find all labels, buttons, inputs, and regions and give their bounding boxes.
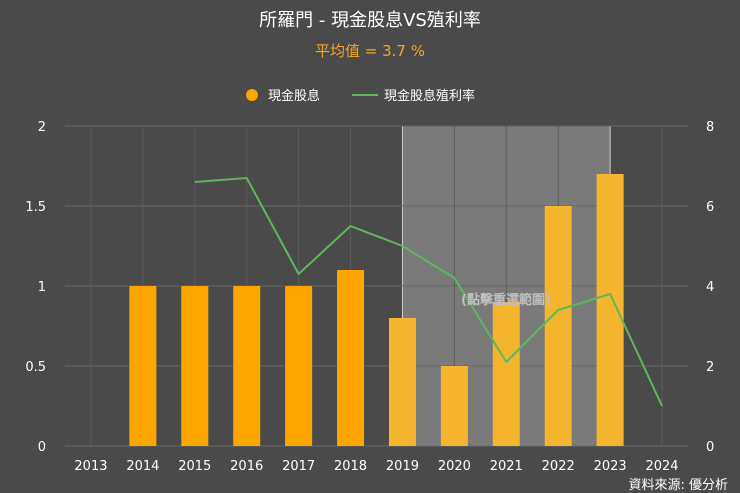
- dividend-bar: [492, 302, 520, 446]
- x-tick-label: 2023: [594, 459, 627, 474]
- x-tick-label: 2020: [438, 459, 471, 474]
- y-right-tick-label: 2: [706, 360, 714, 375]
- dividend-bar: [388, 318, 416, 446]
- legend-item-yield[interactable]: 現金股息殖利率: [352, 88, 475, 104]
- x-tick-label: 2024: [645, 459, 678, 474]
- dividend-bar: [596, 174, 624, 446]
- legend-dividend-marker: [246, 89, 258, 101]
- dividend-bar: [440, 366, 468, 446]
- legend-yield-label: 現金股息殖利率: [384, 88, 475, 104]
- legend-dividend-label: 現金股息: [268, 88, 320, 104]
- dividend-bar: [544, 206, 572, 446]
- y-left-tick-label: 0.5: [25, 360, 46, 375]
- y-right-tick-label: 0: [706, 440, 714, 455]
- x-tick-label: 2021: [490, 459, 523, 474]
- x-tick-label: 2013: [74, 459, 107, 474]
- dividend-bar: [285, 286, 313, 446]
- x-tick-label: 2016: [230, 459, 263, 474]
- x-tick-label: 2017: [282, 459, 315, 474]
- legend: 現金股息 現金股息殖利率: [246, 88, 475, 104]
- x-tick-label: 2015: [178, 459, 211, 474]
- dividend-bar: [233, 286, 261, 446]
- y-right-tick-label: 6: [706, 200, 714, 215]
- highlight-range-label[interactable]: (點擊重選範圍): [461, 292, 551, 308]
- x-tick-label: 2014: [126, 459, 159, 474]
- y-left-tick-label: 2: [38, 120, 46, 135]
- dividend-bar: [181, 286, 209, 446]
- source-label: 資料來源: 優分析: [628, 478, 728, 493]
- chart-title: 所羅門 - 現金股息VS殖利率: [259, 9, 481, 31]
- y-left-tick-label: 0: [38, 440, 46, 455]
- y-left-tick-label: 1.5: [25, 200, 46, 215]
- y-right-tick-label: 8: [706, 120, 714, 135]
- y-left-tick-label: 1: [38, 280, 46, 295]
- x-tick-label: 2019: [386, 459, 419, 474]
- y-right-tick-label: 4: [706, 280, 714, 295]
- dividend-bar: [129, 286, 157, 446]
- x-tick-label: 2022: [542, 459, 575, 474]
- yield-line: [194, 177, 663, 407]
- x-tick-label: 2018: [334, 459, 367, 474]
- legend-item-dividend[interactable]: 現金股息: [246, 88, 320, 104]
- chart-subtitle: 平均值 = 3.7 %: [315, 42, 425, 60]
- dividend-bar: [337, 270, 365, 446]
